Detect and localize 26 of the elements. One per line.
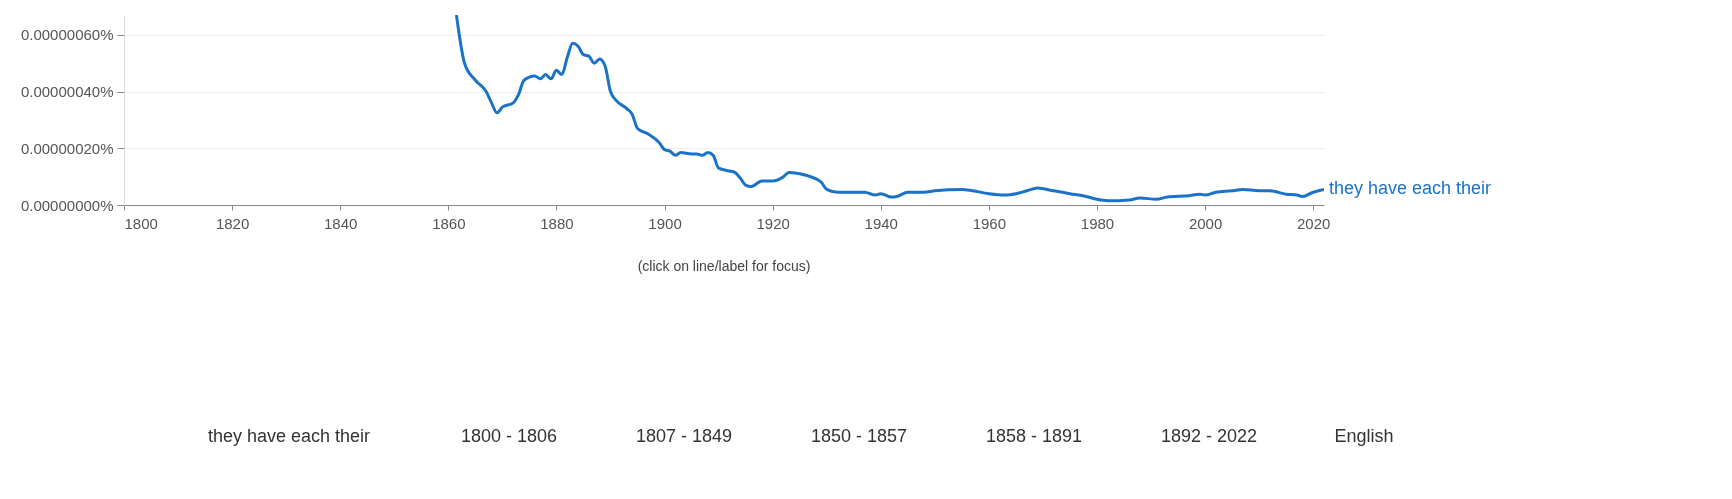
line-series — [454, 15, 1324, 203]
x-tick-label: 1840 — [324, 214, 358, 232]
text: (click on line/label for focus) — [637, 258, 811, 274]
y-tick-label: 0.00000060% — [20, 26, 114, 44]
x-tick-label: 1980 — [1080, 214, 1115, 232]
text: 1858 - 1891 — [985, 426, 1083, 446]
x-tick-label: 1900 — [648, 214, 682, 232]
y-tick-label: 0.00000020% — [20, 139, 114, 157]
x-tick-label: 2020 — [1297, 214, 1331, 232]
x-tick-label: 1800 — [124, 214, 158, 232]
y-tick-label: 0.00000000% — [20, 196, 114, 214]
text: 1807 - 1849 — [635, 426, 733, 446]
x-tick-label: 1960 — [972, 214, 1007, 232]
x-tick-label: 2000 — [1188, 214, 1223, 232]
x-tick-label: 1820 — [215, 214, 250, 232]
x-tick-label: 1920 — [756, 214, 790, 232]
x-tick-label: 1940 — [864, 214, 898, 232]
text: 1892 - 2022 — [1160, 426, 1258, 446]
text: English — [1334, 426, 1394, 446]
x-tick-label: 1880 — [540, 214, 574, 232]
series-label: they have each their — [1329, 178, 1492, 199]
y-tick-label: 0.00000040% — [20, 83, 114, 101]
text: 1800 - 1806 — [460, 426, 558, 446]
x-tick-label: 1860 — [432, 214, 466, 232]
text: 1850 - 1857 — [810, 426, 908, 446]
text: they have each their — [207, 426, 371, 446]
